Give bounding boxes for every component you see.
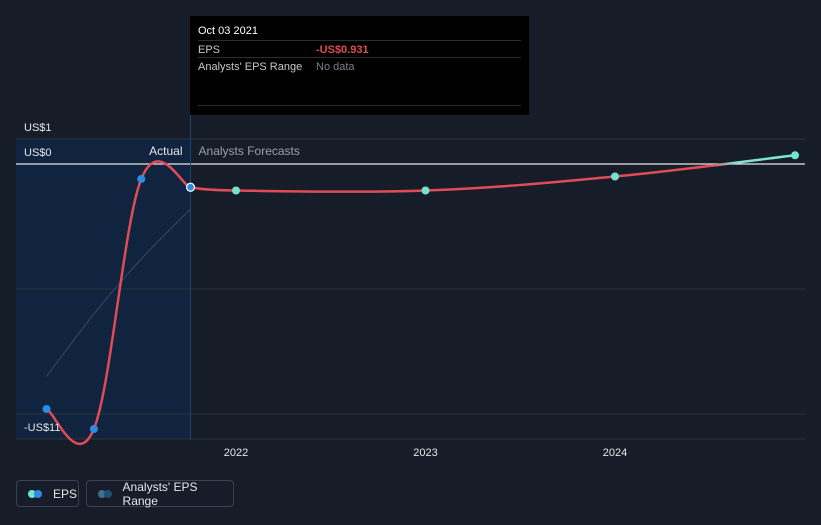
eps-forecast-point	[232, 186, 240, 195]
x-tick-label: 2023	[413, 447, 437, 459]
analysts-forecasts-label: Analysts Forecasts	[199, 144, 300, 158]
legend-item-eps[interactable]: EPS	[16, 480, 79, 507]
tooltip-range-label: Analysts' EPS Range	[198, 61, 303, 73]
tooltip-eps-value: -US$0.931	[316, 44, 369, 56]
x-tick-label: 2022	[224, 447, 248, 459]
y-tick-label: US$1	[24, 122, 52, 134]
gridlines	[16, 138, 805, 440]
eps-actual-point	[89, 425, 98, 433]
eps-actual-line	[45, 160, 192, 446]
x-tick-label: 2024	[603, 447, 627, 459]
tooltip-divider	[198, 105, 521, 106]
actual-label: Actual	[149, 144, 182, 158]
data-point-markers	[42, 151, 800, 433]
y-tick-label: US$0	[24, 147, 52, 159]
eps-actual-point	[42, 405, 51, 413]
eps-forecast-point	[421, 186, 430, 195]
tooltip-range-value: No data	[316, 61, 355, 73]
y-tick-label: -US$11	[24, 422, 60, 434]
legend-eps-label: EPS	[53, 486, 78, 501]
axis-labels: US$1 US$0 -US$11 2022 2023 2024 Actual Analysts…	[24, 122, 627, 459]
eps-dots-icon	[28, 489, 44, 498]
eps-forecast-point	[611, 172, 619, 181]
eps-forecast-line	[190, 154, 796, 194]
legend-range-label: Analysts' EPS Range	[122, 479, 198, 508]
eps-actual-point	[137, 175, 146, 183]
tooltip-eps-label: EPS	[198, 44, 221, 56]
tooltip-panel: Oct 03 2021 EPS -US$0.931 Analysts' EPS …	[190, 16, 529, 115]
tooltip-row-range: Analysts' EPS Range No data	[198, 57, 521, 75]
analysts-eps-range-line	[46, 208, 191, 377]
eps-forecast-point	[791, 151, 800, 160]
legend-item-analysts-range[interactable]: Analysts' EPS Range	[86, 479, 234, 508]
range-dots-icon	[98, 489, 114, 498]
tooltip-date: Oct 03 2021	[198, 25, 258, 37]
eps-selected-point	[185, 182, 196, 192]
tooltip-row-eps: EPS -US$0.931	[198, 40, 521, 58]
